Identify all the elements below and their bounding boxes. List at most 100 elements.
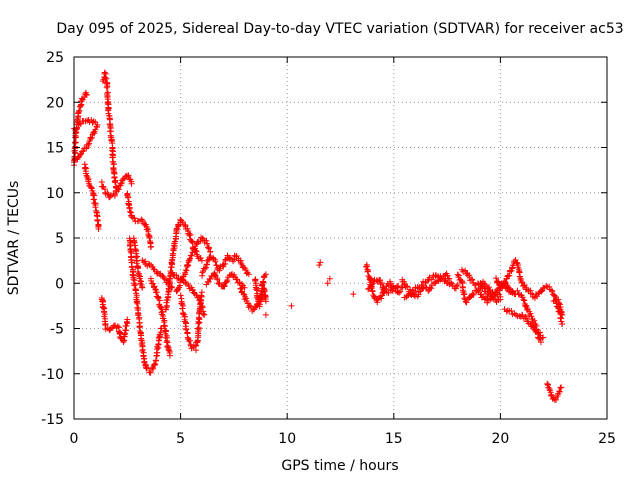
- data-point: [92, 204, 99, 211]
- data-point: [142, 258, 149, 265]
- data-point: [150, 365, 157, 372]
- data-point: [110, 161, 117, 168]
- axis-ticks: 0 5 10 15 20 25 -15 -10 -5 0 5 10 15 20 25: [41, 50, 616, 447]
- data-point: [442, 277, 449, 284]
- data-point: [88, 134, 95, 141]
- data-point: [378, 280, 385, 287]
- data-point: [377, 281, 384, 288]
- y-tick-label: -10: [41, 367, 64, 383]
- data-point: [444, 272, 451, 279]
- data-point: [446, 275, 453, 282]
- data-point: [186, 230, 193, 237]
- data-point: [224, 277, 231, 284]
- data-point: [246, 302, 253, 309]
- data-point: [112, 184, 119, 191]
- data-point: [133, 260, 140, 267]
- data-point: [125, 194, 132, 201]
- data-point: [546, 386, 553, 393]
- data-point: [520, 296, 527, 303]
- x-tick-label: 0: [70, 431, 79, 447]
- data-point: [245, 271, 252, 278]
- data-point: [326, 275, 333, 282]
- data-point: [549, 288, 556, 295]
- data-point: [399, 284, 406, 291]
- data-point: [150, 280, 157, 287]
- data-point: [260, 285, 267, 292]
- x-tick-label: 25: [598, 431, 616, 447]
- data-point: [155, 334, 162, 341]
- data-point: [519, 294, 526, 301]
- data-point: [199, 304, 206, 311]
- data-point: [200, 310, 207, 317]
- data-point: [478, 280, 485, 287]
- data-point: [262, 298, 269, 305]
- data-point: [485, 284, 492, 291]
- data-point: [497, 296, 504, 303]
- data-point: [512, 256, 519, 263]
- data-point: [477, 280, 484, 287]
- data-point: [504, 285, 511, 292]
- data-point: [503, 308, 510, 315]
- data-point: [540, 334, 547, 341]
- data-point: [179, 219, 186, 226]
- data-point: [506, 272, 513, 279]
- data-point: [102, 70, 109, 77]
- data-point: [146, 234, 153, 241]
- data-point: [132, 287, 139, 294]
- data-point: [455, 272, 462, 279]
- y-axis-label: SDTVAR / TECUs: [6, 181, 22, 296]
- data-point: [173, 272, 180, 279]
- data-point: [90, 129, 97, 136]
- data-point: [469, 276, 476, 283]
- data-point: [117, 180, 124, 187]
- data-point: [508, 307, 515, 314]
- data-point: [545, 384, 552, 391]
- data-point: [453, 283, 460, 290]
- data-point: [241, 284, 248, 291]
- data-point: [407, 291, 414, 298]
- data-point: [499, 281, 506, 288]
- data-point: [460, 291, 467, 298]
- data-point: [188, 237, 195, 244]
- data-point: [484, 299, 491, 306]
- data-point: [225, 254, 232, 261]
- data-point: [126, 202, 133, 209]
- chart-title: Day 095 of 2025, Sidereal Day-to-day VTE…: [56, 21, 623, 37]
- y-tick-label: -5: [50, 322, 64, 338]
- data-point: [324, 280, 331, 287]
- data-point: [216, 280, 223, 287]
- data-point: [514, 287, 521, 294]
- data-point: [186, 257, 193, 264]
- data-point: [139, 284, 146, 291]
- data-point: [555, 296, 562, 303]
- data-point: [74, 117, 81, 124]
- data-point: [411, 288, 418, 295]
- data-point: [544, 380, 551, 387]
- data-point: [127, 208, 134, 215]
- data-point: [83, 92, 90, 99]
- data-point: [95, 225, 102, 232]
- data-point: [184, 261, 191, 268]
- data-point: [517, 275, 524, 282]
- data-point: [495, 279, 502, 286]
- data-point: [147, 369, 154, 376]
- data-point: [262, 311, 269, 318]
- data-point: [79, 148, 86, 155]
- data-point: [89, 119, 96, 126]
- data-point: [240, 264, 247, 271]
- data-point: [135, 272, 142, 279]
- data-point: [128, 180, 135, 187]
- data-point: [161, 276, 168, 283]
- data-point: [261, 288, 268, 295]
- data-point: [94, 217, 101, 224]
- data-point: [316, 262, 323, 269]
- data-point: [256, 301, 263, 308]
- data-point: [366, 285, 373, 292]
- data-point: [187, 337, 194, 344]
- data-point: [385, 289, 392, 296]
- data-point: [463, 270, 470, 277]
- data-point: [396, 289, 403, 296]
- data-point: [523, 315, 530, 322]
- data-point: [139, 346, 146, 353]
